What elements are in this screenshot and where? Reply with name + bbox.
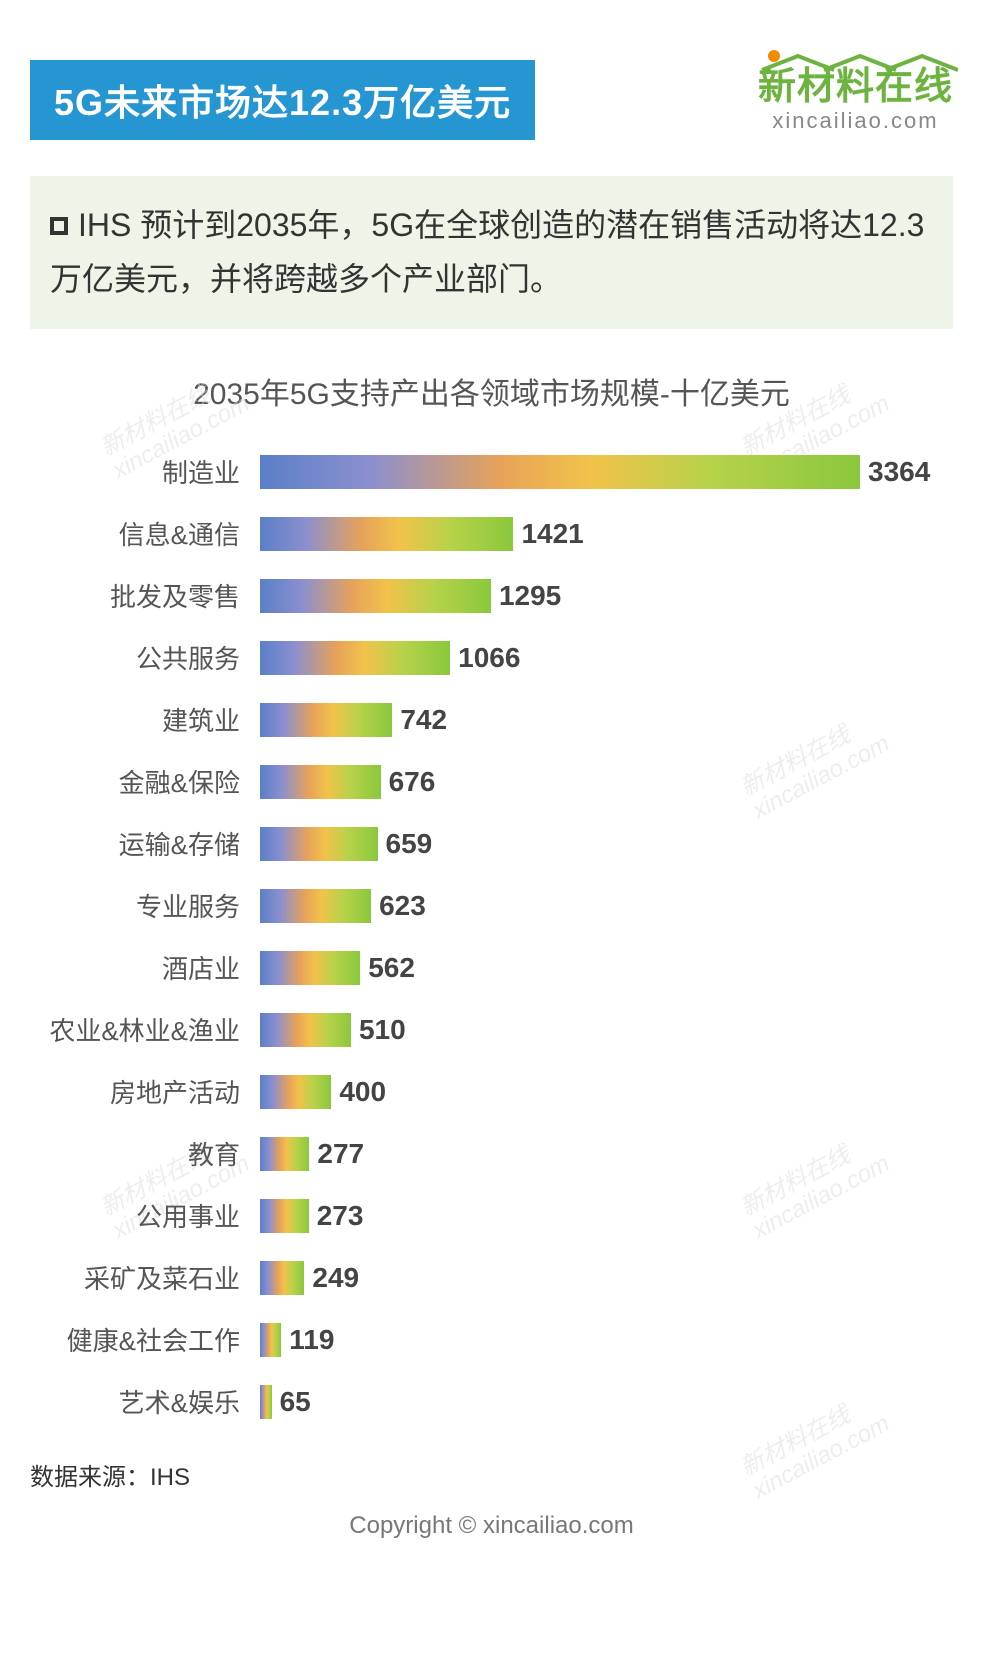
bar-value: 3364 <box>868 456 930 488</box>
bar-value: 659 <box>386 828 433 860</box>
bar <box>260 1323 281 1357</box>
bar <box>260 951 360 985</box>
bar <box>260 455 860 489</box>
category-label: 金融&保险 <box>30 763 250 800</box>
data-source: 数据来源：IHS <box>30 1457 953 1492</box>
bar-value: 65 <box>280 1386 311 1418</box>
category-label: 公用事业 <box>30 1197 250 1234</box>
chart-row: 采矿及菜石业249 <box>260 1247 953 1309</box>
brand-cn: 新材料在线 <box>758 68 953 106</box>
category-label: 制造业 <box>30 453 250 490</box>
chart-row: 酒店业562 <box>260 937 953 999</box>
chart-row: 信息&通信1421 <box>260 503 953 565</box>
category-label: 酒店业 <box>30 949 250 986</box>
bar <box>260 765 381 799</box>
bullet-icon <box>50 217 68 235</box>
bar-value: 273 <box>317 1200 364 1232</box>
chart-row: 公用事业273 <box>260 1185 953 1247</box>
summary-text: IHS 预计到2035年，5G在全球创造的潜在销售活动将达12.3万亿美元，并将… <box>50 207 924 297</box>
category-label: 批发及零售 <box>30 577 250 614</box>
chart-row: 建筑业742 <box>260 689 953 751</box>
bar <box>260 1199 309 1233</box>
brand-roof-icon <box>758 50 958 72</box>
chart-bars: 制造业3364信息&通信1421批发及零售1295公共服务1066建筑业742金… <box>30 441 953 1433</box>
chart-row: 房地产活动400 <box>260 1061 953 1123</box>
category-label: 建筑业 <box>30 701 250 738</box>
chart-row: 公共服务1066 <box>260 627 953 689</box>
category-label: 艺术&娱乐 <box>30 1383 250 1420</box>
header: 5G未来市场达12.3万亿美元 新材料在线 xincailiao.com <box>0 60 983 140</box>
bar-value: 1421 <box>521 518 583 550</box>
category-label: 采矿及菜石业 <box>30 1259 250 1296</box>
chart-row: 农业&林业&渔业510 <box>260 999 953 1061</box>
chart-row: 艺术&娱乐65 <box>260 1371 953 1433</box>
bar <box>260 1261 304 1295</box>
bar-value: 742 <box>400 704 447 736</box>
bar <box>260 827 378 861</box>
bar <box>260 641 450 675</box>
category-label: 公共服务 <box>30 639 250 676</box>
bar-value: 1295 <box>499 580 561 612</box>
bar <box>260 517 513 551</box>
bar <box>260 1013 351 1047</box>
chart-row: 教育277 <box>260 1123 953 1185</box>
chart-row: 金融&保险676 <box>260 751 953 813</box>
page-title: 5G未来市场达12.3万亿美元 <box>30 60 535 140</box>
summary-box: IHS 预计到2035年，5G在全球创造的潜在销售活动将达12.3万亿美元，并将… <box>30 176 953 329</box>
copyright: Copyright © xincailiao.com <box>0 1512 983 1540</box>
bar-value: 676 <box>389 766 436 798</box>
chart-row: 批发及零售1295 <box>260 565 953 627</box>
brand-logo: 新材料在线 xincailiao.com <box>758 68 953 132</box>
chart: 2035年5G支持产出各领域市场规模-十亿美元 制造业3364信息&通信1421… <box>30 369 953 1433</box>
bar <box>260 703 392 737</box>
category-label: 健康&社会工作 <box>30 1321 250 1358</box>
bar-value: 249 <box>312 1262 359 1294</box>
bar <box>260 889 371 923</box>
chart-row: 制造业3364 <box>260 441 953 503</box>
bar <box>260 1385 272 1419</box>
brand-cn-text: 新材料在线 <box>758 66 953 108</box>
bar-value: 1066 <box>458 642 520 674</box>
bar-value: 562 <box>368 952 415 984</box>
bar-value: 623 <box>379 890 426 922</box>
bar-value: 119 <box>289 1324 334 1356</box>
category-label: 房地产活动 <box>30 1073 250 1110</box>
brand-en: xincailiao.com <box>758 110 953 132</box>
chart-row: 健康&社会工作119 <box>260 1309 953 1371</box>
bar <box>260 1075 331 1109</box>
category-label: 信息&通信 <box>30 515 250 552</box>
bar <box>260 579 491 613</box>
category-label: 运输&存储 <box>30 825 250 862</box>
chart-row: 运输&存储659 <box>260 813 953 875</box>
bar-value: 277 <box>317 1138 364 1170</box>
chart-title: 2035年5G支持产出各领域市场规模-十亿美元 <box>30 369 953 413</box>
bar-value: 510 <box>359 1014 406 1046</box>
bar <box>260 1137 309 1171</box>
chart-row: 专业服务623 <box>260 875 953 937</box>
bar-value: 400 <box>339 1076 386 1108</box>
category-label: 专业服务 <box>30 887 250 924</box>
category-label: 农业&林业&渔业 <box>30 1011 250 1048</box>
category-label: 教育 <box>30 1135 250 1172</box>
